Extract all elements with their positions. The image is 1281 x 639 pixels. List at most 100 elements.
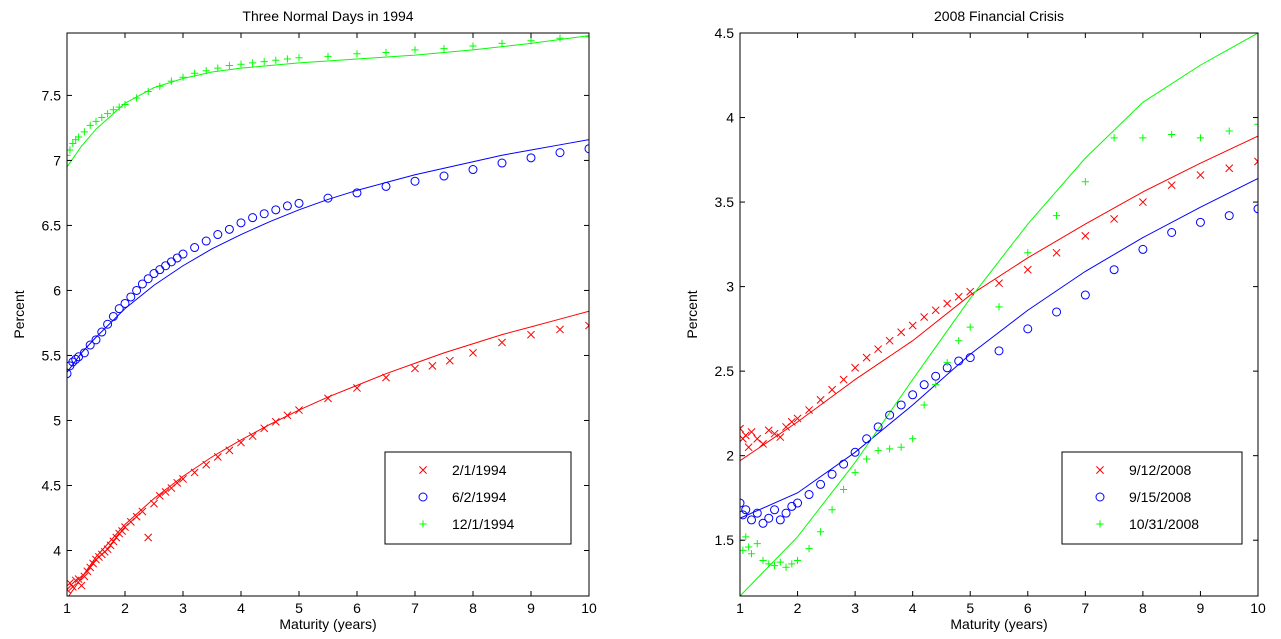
data-point — [132, 285, 142, 295]
data-point — [1023, 265, 1032, 274]
data-point — [469, 42, 477, 50]
x-tick-label: 1 — [736, 600, 744, 616]
data-point — [138, 507, 147, 516]
data-point — [850, 447, 860, 457]
chart-title: 2008 Financial Crisis — [934, 8, 1064, 24]
x-tick-label: 8 — [1139, 600, 1147, 616]
y-tick-label: 6.5 — [42, 217, 62, 233]
data-point — [150, 499, 158, 508]
data-point — [851, 468, 859, 477]
data-point — [805, 406, 814, 414]
data-point — [445, 356, 454, 365]
data-point — [137, 279, 147, 289]
data-point — [1195, 217, 1205, 227]
data-point — [775, 515, 785, 525]
data-point — [744, 443, 753, 452]
data-point — [225, 61, 233, 70]
data-point — [115, 103, 123, 111]
data-point — [106, 541, 115, 550]
data-point — [173, 478, 182, 487]
x-tick-label: 2 — [121, 600, 129, 616]
data-point — [260, 58, 268, 66]
data-point — [143, 274, 153, 284]
legend-marker — [419, 520, 427, 528]
data-point — [92, 117, 100, 126]
y-tick-label: 3.5 — [715, 194, 735, 210]
data-point — [585, 33, 589, 41]
legend-marker — [1096, 520, 1104, 528]
fit-lines — [67, 35, 589, 596]
data-point — [201, 236, 211, 246]
data-point — [112, 533, 121, 542]
data-point — [248, 213, 258, 223]
data-point — [411, 364, 419, 373]
data-point — [91, 335, 101, 345]
x-tick-label: 10 — [581, 600, 597, 616]
data-point — [793, 556, 802, 565]
legend-marker — [418, 492, 428, 502]
data-point — [885, 410, 895, 420]
y-tick-label: 2.5 — [715, 363, 735, 379]
data-point — [1139, 134, 1147, 142]
legend-label: 6/2/1994 — [452, 489, 507, 505]
data-point — [966, 287, 975, 296]
data-point — [75, 133, 83, 141]
data-point — [827, 469, 837, 479]
data-point — [885, 336, 894, 345]
legend: 9/12/2008 9/15/2008 10/31/2008 — [1061, 451, 1243, 545]
data-point — [1196, 134, 1205, 142]
data-point — [67, 585, 71, 594]
data-point — [83, 567, 92, 576]
data-point — [1052, 307, 1062, 317]
data-point — [584, 144, 589, 154]
data-point — [109, 537, 118, 546]
fit-line-6/2/1994 — [67, 139, 589, 373]
data-point — [468, 165, 478, 175]
data-point — [781, 508, 791, 518]
data-point — [994, 346, 1004, 356]
x-tick-label: 8 — [469, 600, 477, 616]
data-point — [1110, 134, 1118, 142]
legend-box — [384, 451, 572, 545]
y-axis-label: Percent — [684, 290, 700, 338]
data-point — [236, 218, 246, 228]
data-point — [80, 128, 88, 136]
legend-label: 9/12/2008 — [1129, 462, 1191, 478]
data-point — [144, 533, 153, 542]
data-point — [804, 490, 814, 500]
legend-label: 10/31/2008 — [1129, 516, 1199, 532]
data-point — [764, 426, 773, 435]
data-point — [788, 560, 796, 568]
data-point — [758, 518, 768, 528]
data-point — [747, 428, 756, 436]
fit-line-9/12/2008 — [740, 135, 1258, 462]
data-point — [213, 452, 222, 461]
data-point — [68, 582, 77, 591]
data-point — [109, 106, 117, 114]
data-point — [740, 424, 744, 433]
data-point — [103, 545, 112, 554]
data-point — [793, 414, 802, 423]
data-point — [271, 205, 281, 215]
data-point — [1052, 248, 1061, 257]
data-point — [759, 439, 767, 448]
data-point — [260, 424, 269, 433]
y-tick-label: 2 — [726, 448, 734, 464]
data-point — [86, 563, 95, 572]
data-point — [1110, 215, 1119, 223]
x-axis-label: Maturity (years) — [950, 616, 1047, 632]
data-point — [920, 313, 929, 321]
data-point — [1254, 120, 1258, 128]
data-point — [67, 369, 72, 379]
data-point — [67, 151, 71, 159]
data-point — [144, 87, 152, 96]
data-point — [931, 371, 941, 381]
fit-lines — [740, 33, 1258, 596]
data-point — [295, 406, 303, 415]
data-point — [469, 348, 477, 357]
data-point — [224, 224, 234, 234]
data-point — [1224, 211, 1234, 221]
data-point — [770, 561, 779, 570]
data-point — [1196, 171, 1205, 179]
